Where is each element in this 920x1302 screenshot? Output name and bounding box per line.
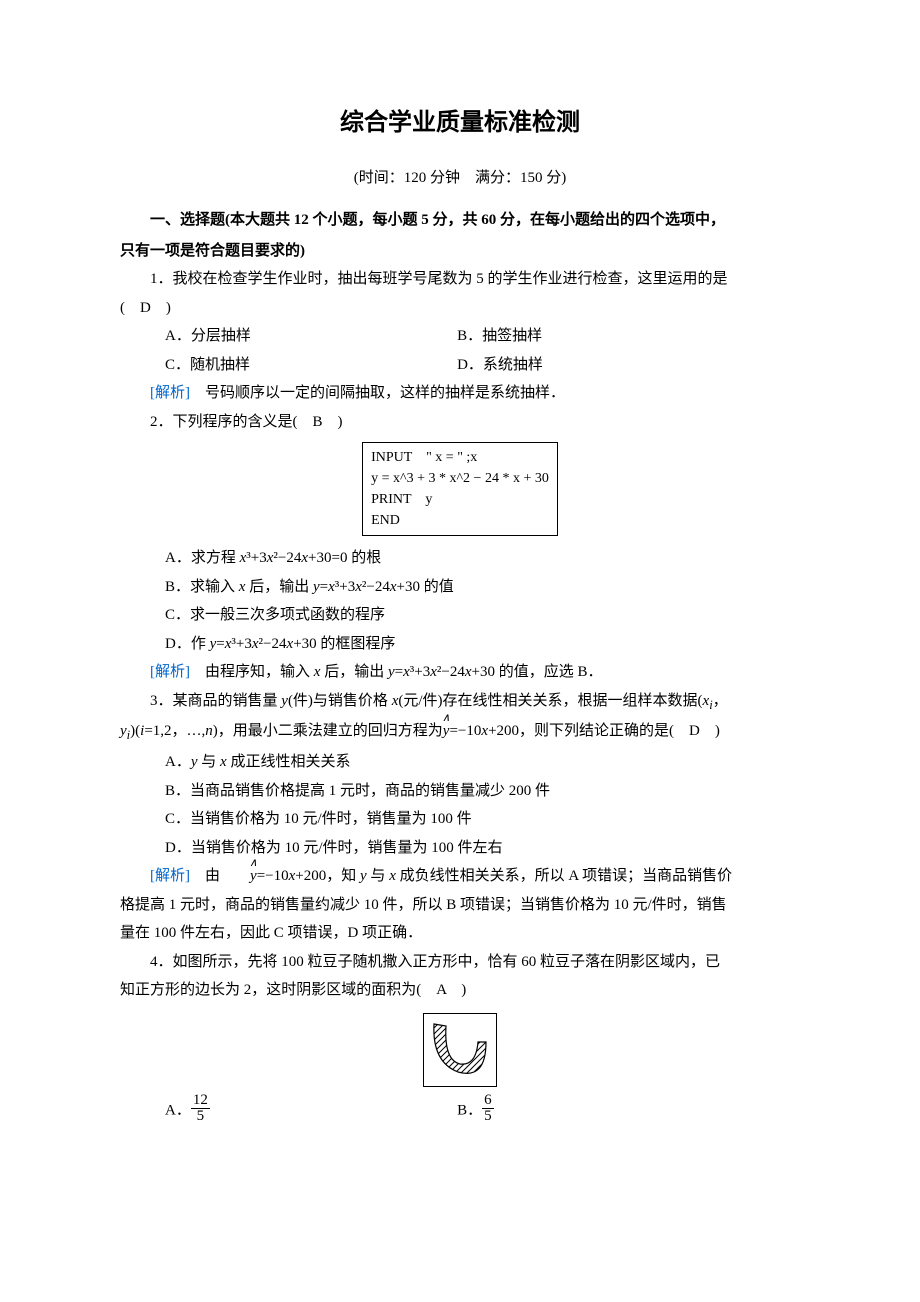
y-hat-icon: y xyxy=(443,717,450,746)
q3-analysis-2: 格提高 1 元时，商品的销售量约减少 10 件，所以 B 项错误；当销售价格为 … xyxy=(120,891,800,920)
section-header-line2: 只有一项是符合题目要求的) xyxy=(120,237,800,266)
q2-option-c: C．求一般三次多项式函数的程序 xyxy=(120,601,800,630)
q4-stem-a: 4．如图所示，先将 100 粒豆子随机撒入正方形中，恰有 60 粒豆子落在阴影区… xyxy=(120,948,800,977)
hatch-figure xyxy=(423,1013,497,1087)
code-box: INPUT " x = " ;x y = x^3 + 3 * x^2 − 24 … xyxy=(362,442,558,536)
q3-option-c: C．当销售价格为 10 元/件时，销售量为 100 件 xyxy=(120,805,800,834)
q3-analysis-1: [解析] 由y=−10x+200，知 y 与 x 成负线性相关关系，所以 A 项… xyxy=(120,862,800,891)
q1-option-b: B．抽签抽样 xyxy=(457,322,775,351)
analysis-label: [解析] xyxy=(150,868,190,884)
code-line-3: PRINT y xyxy=(371,489,549,510)
q1-options-1: A．分层抽样 B．抽签抽样 xyxy=(120,322,800,351)
page-title: 综合学业质量标准检测 xyxy=(120,100,800,146)
q3-stem-a: 3．某商品的销售量 y(件)与销售价格 x(元/件)存在线性相关关系，根据一组样… xyxy=(120,687,800,718)
q4-option-a: A．125 xyxy=(165,1095,457,1128)
section-header-line1: 一、选择题(本大题共 12 个小题，每小题 5 分，共 60 分，在每小题给出的… xyxy=(150,212,725,228)
y-hat-icon: y xyxy=(220,862,257,891)
q1-option-d: D．系统抽样 xyxy=(457,351,775,380)
q1-analysis-text: 号码顺序以一定的间隔抽取，这样的抽样是系统抽样． xyxy=(190,385,565,401)
analysis-label: [解析] xyxy=(150,664,190,680)
q1-answer-line: ( D ) xyxy=(120,294,800,323)
q1-option-a: A．分层抽样 xyxy=(165,322,457,351)
q4-option-b: B．65 xyxy=(457,1095,775,1128)
code-line-1: INPUT " x = " ;x xyxy=(371,447,549,468)
q3-stem-b: yi)(i=1,2，…,n)，用最小二乘法建立的回归方程为y=−10x+200，… xyxy=(120,717,800,748)
q1-options-2: C．随机抽样 D．系统抽样 xyxy=(120,351,800,380)
analysis-label: [解析] xyxy=(150,385,190,401)
q2-option-d: D．作 y=x³+3x²−24x+30 的框图程序 xyxy=(120,630,800,659)
q3-option-a: A．y 与 x 成正线性相关关系 xyxy=(120,748,800,777)
code-line-4: END xyxy=(371,510,549,531)
q2-option-b: B．求输入 x 后，输出 y=x³+3x²−24x+30 的值 xyxy=(120,573,800,602)
q2-stem: 2．下列程序的含义是( B ) xyxy=(120,408,800,437)
q1-option-c: C．随机抽样 xyxy=(165,351,457,380)
q3-option-b: B．当商品销售价格提高 1 元时，商品的销售量减少 200 件 xyxy=(120,777,800,806)
q2-analysis: [解析] 由程序知，输入 x 后，输出 y=x³+3x²−24x+30 的值，应… xyxy=(120,658,800,687)
page-subtitle: (时间：120 分钟 满分：150 分) xyxy=(120,164,800,193)
q2-option-a: A．求方程 x³+3x²−24x+30=0 的根 xyxy=(120,544,800,573)
q4-stem-b: 知正方形的边长为 2，这时阴影区域的面积为( A ) xyxy=(120,976,800,1005)
q1-analysis: [解析] 号码顺序以一定的间隔抽取，这样的抽样是系统抽样． xyxy=(120,379,800,408)
section-header: 一、选择题(本大题共 12 个小题，每小题 5 分，共 60 分，在每小题给出的… xyxy=(120,206,800,235)
code-line-2: y = x^3 + 3 * x^2 − 24 * x + 30 xyxy=(371,468,549,489)
q3-analysis-3: 量在 100 件左右，因此 C 项错误，D 项正确． xyxy=(120,919,800,948)
q1-stem: 1．我校在检查学生作业时，抽出每班学号尾数为 5 的学生作业进行检查，这里运用的… xyxy=(120,265,800,294)
q4-options: A．125 B．65 xyxy=(120,1095,800,1128)
